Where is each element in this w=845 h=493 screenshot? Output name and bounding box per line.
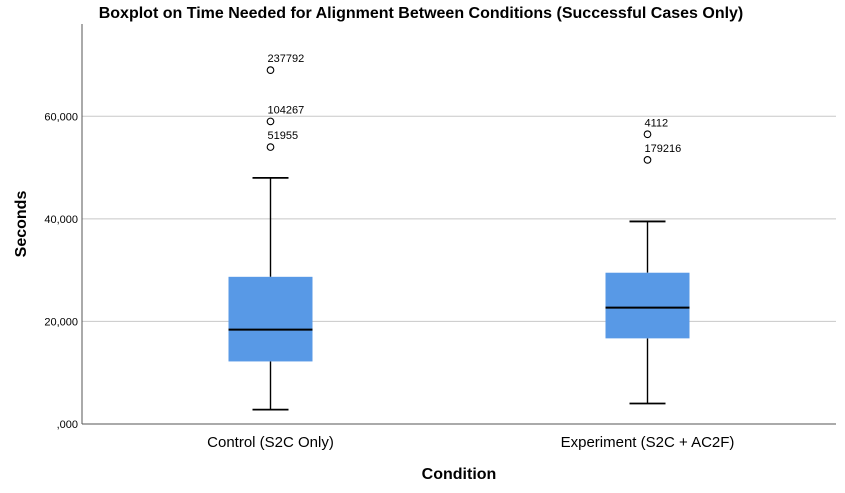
outlier-point bbox=[266, 143, 275, 151]
outlier-label: 51955 bbox=[268, 130, 299, 142]
x-tick-label: Experiment (S2C + AC2F) bbox=[561, 434, 735, 451]
outlier-label: 179216 bbox=[645, 143, 682, 155]
gridlines bbox=[82, 115, 836, 322]
outlier-point bbox=[643, 156, 652, 164]
axes bbox=[81, 24, 836, 425]
x-tick-label: Control (S2C Only) bbox=[207, 434, 334, 451]
y-tick-labels: ,000 20,000 40,000 60,000 bbox=[44, 111, 78, 431]
box-group: 4112 179216 bbox=[605, 117, 690, 405]
outlier-label: 4112 bbox=[645, 117, 669, 129]
iqr-box bbox=[605, 272, 690, 339]
y-axis-label: Seconds bbox=[13, 191, 30, 258]
chart-title: Boxplot on Time Needed for Alignment Bet… bbox=[99, 5, 744, 22]
y-tick-label: 40,000 bbox=[44, 214, 78, 226]
y-tick-label: 60,000 bbox=[44, 111, 78, 123]
y-tick-label: 20,000 bbox=[44, 316, 78, 328]
outlier-point bbox=[266, 66, 275, 75]
outlier-point bbox=[643, 130, 652, 139]
boxes: 237792 104267 51955 4112 179216 bbox=[228, 53, 690, 411]
x-tick-labels: Control (S2C Only) Experiment (S2C + AC2F… bbox=[207, 434, 734, 451]
iqr-box bbox=[228, 276, 313, 362]
outlier-label: 237792 bbox=[268, 53, 305, 65]
box-group: 237792 104267 51955 bbox=[228, 53, 313, 411]
outlier-point bbox=[266, 117, 275, 126]
y-tick-label: ,000 bbox=[57, 419, 78, 431]
x-axis-label: Condition bbox=[422, 466, 497, 483]
outlier-label: 104267 bbox=[268, 104, 305, 116]
